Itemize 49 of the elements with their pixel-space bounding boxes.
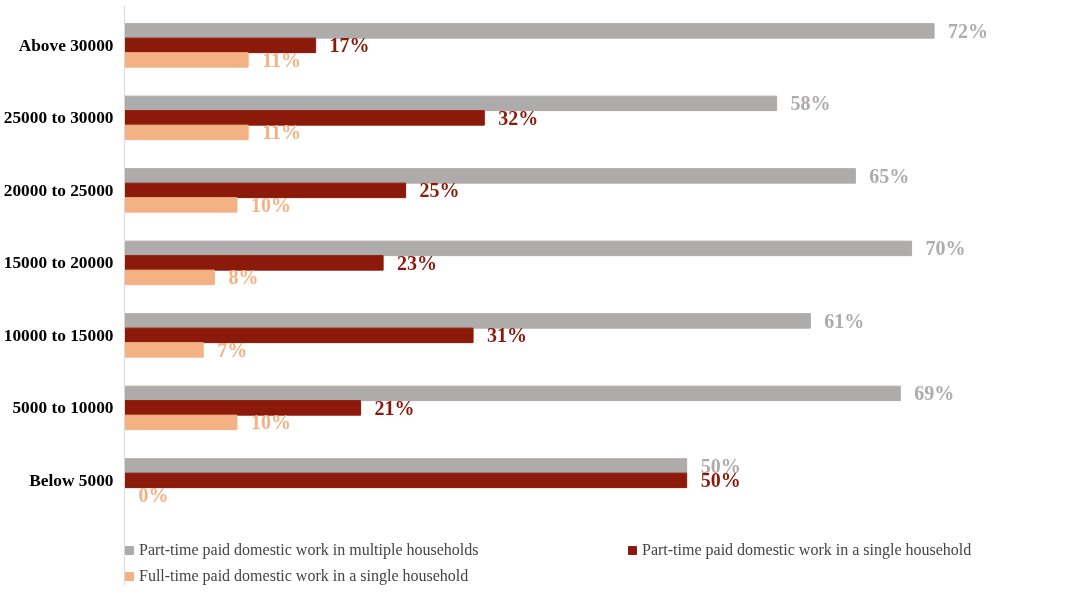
bar <box>124 458 688 474</box>
data-label: 17% <box>329 34 370 57</box>
bar <box>124 255 384 271</box>
legend-label: Full-time paid domestic work in a single household <box>139 567 470 585</box>
data-label: 21% <box>374 396 415 419</box>
data-label: 7% <box>217 338 248 361</box>
bar <box>124 472 688 489</box>
data-label: 65% <box>869 164 910 187</box>
data-label: 70% <box>925 237 966 260</box>
data-label: 25% <box>419 179 460 202</box>
data-label: 31% <box>487 324 528 347</box>
bar <box>124 197 238 213</box>
data-label: 58% <box>790 92 831 115</box>
data-label: 69% <box>914 382 955 405</box>
data-label: 23% <box>397 251 438 274</box>
bar <box>124 327 474 344</box>
bar <box>124 95 778 112</box>
bar <box>124 23 935 39</box>
data-label: 11% <box>262 121 302 144</box>
data-label: 10% <box>250 411 291 434</box>
data-label: 8% <box>228 266 259 289</box>
data-label: 10% <box>250 193 291 216</box>
bar <box>124 385 901 402</box>
bar <box>124 269 215 286</box>
data-label: 32% <box>498 106 539 129</box>
y-tick-label: 15000 to 20000 <box>3 253 114 273</box>
y-tick-label: 5000 to 10000 <box>12 398 114 418</box>
data-label: 11% <box>262 48 302 71</box>
bar <box>124 313 811 329</box>
bar <box>124 124 249 141</box>
bar <box>124 110 485 126</box>
bar <box>124 240 913 257</box>
bar <box>124 414 238 431</box>
y-tick-label: Below 5000 <box>29 470 114 490</box>
y-tick-label: 10000 to 15000 <box>3 325 114 345</box>
bar <box>124 342 204 358</box>
y-tick-label: 20000 to 25000 <box>3 180 114 200</box>
bar <box>124 168 856 184</box>
bar <box>124 52 249 68</box>
bar <box>124 182 407 199</box>
bar <box>124 37 317 54</box>
data-label: 72% <box>948 19 989 42</box>
legend-label: Part-time paid domestic work in a single household <box>642 541 973 559</box>
data-label: 61% <box>824 309 865 332</box>
y-tick-label: 25000 to 30000 <box>3 108 114 128</box>
legend-label: Part-time paid domestic work in multiple households <box>139 541 480 559</box>
bar <box>124 400 362 416</box>
y-tick-label: Above 30000 <box>18 35 114 55</box>
data-label: 0% <box>138 483 169 506</box>
